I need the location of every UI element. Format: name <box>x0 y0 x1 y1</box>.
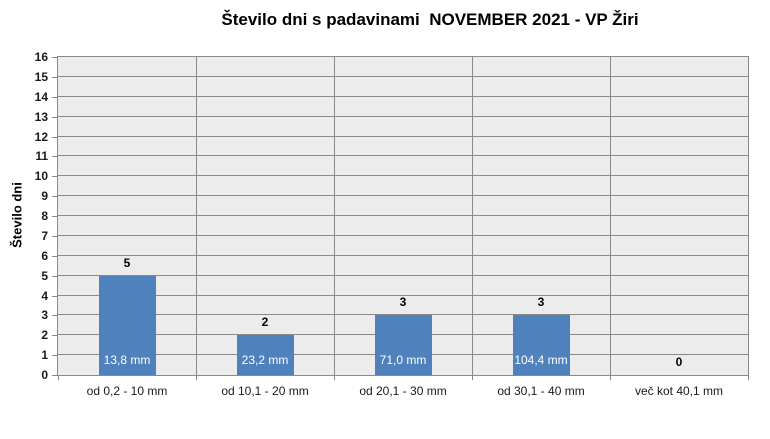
gridline-horizontal <box>58 135 748 137</box>
x-tick-mark <box>748 375 749 380</box>
gridline-horizontal <box>58 195 748 197</box>
y-tick-label: 11 <box>35 149 48 164</box>
y-tick-mark <box>52 295 57 297</box>
x-tick-mark <box>58 375 59 380</box>
bar <box>374 315 432 375</box>
bar-value-label: 3 <box>537 295 545 310</box>
y-tick-mark <box>52 136 57 138</box>
bar-value-label: 5 <box>123 255 131 270</box>
bar <box>512 315 570 375</box>
gridline-horizontal <box>58 234 748 236</box>
x-category-label: od 10,1 - 20 mm <box>221 384 309 398</box>
bar <box>98 275 156 375</box>
y-tick-label: 15 <box>34 69 48 84</box>
y-tick-label: 12 <box>34 129 48 144</box>
y-tick-mark <box>52 116 57 118</box>
y-tick-mark <box>52 315 57 317</box>
x-tick-mark <box>196 375 197 380</box>
bar-value-label: 0 <box>675 355 683 369</box>
gridline-horizontal <box>58 95 748 97</box>
y-tick-mark <box>52 176 57 178</box>
y-tick-label: 6 <box>41 248 48 263</box>
gridline-horizontal <box>58 294 748 296</box>
y-tick-mark <box>52 57 57 58</box>
gridline-horizontal <box>58 254 748 256</box>
y-tick-label: 9 <box>41 189 48 204</box>
chart-title: Število dni s padavinami NOVEMBER 2021 -… <box>221 10 639 29</box>
y-tick-mark <box>52 355 57 357</box>
y-tick-label: 8 <box>41 209 48 223</box>
y-tick-label: 14 <box>34 89 48 104</box>
x-tick-mark <box>472 375 473 380</box>
bar <box>236 335 294 375</box>
y-tick-mark <box>52 196 57 198</box>
x-category-label: več kot 40,1 mm <box>634 384 724 398</box>
y-tick-mark <box>52 275 57 277</box>
bar-inside-label: 104,4 mm <box>514 353 568 367</box>
y-tick-mark <box>52 76 57 78</box>
gridline-horizontal <box>58 274 748 276</box>
x-category-label: od 0,2 - 10 mm <box>86 384 168 398</box>
plot-area: 5 13,8 mm 2 23,2 mm 3 71,0 mm 3 104,4 mm 0 <box>57 56 749 376</box>
x-tick-mark <box>334 375 335 380</box>
y-tick-mark <box>52 156 57 158</box>
gridline-horizontal <box>58 115 748 117</box>
y-tick-mark <box>52 235 57 237</box>
y-tick-label: 0 <box>41 368 48 382</box>
x-tick-mark <box>610 375 611 380</box>
gridline-horizontal <box>58 155 748 157</box>
gridline-vertical <box>472 57 473 375</box>
y-tick-mark <box>52 375 57 376</box>
y-tick-label: 16 <box>34 50 48 64</box>
gridline-horizontal <box>58 75 748 77</box>
gridline-vertical <box>334 57 335 375</box>
y-tick-label: 3 <box>41 308 48 323</box>
x-category-label: od 30,1 - 40 mm <box>497 384 585 398</box>
y-tick-label: 2 <box>41 328 48 343</box>
gridline-vertical <box>196 57 197 375</box>
y-tick-label: 4 <box>41 288 48 303</box>
y-tick-label: 13 <box>34 109 48 124</box>
bar-value-label: 3 <box>399 295 407 310</box>
y-tick-label: 7 <box>41 228 48 243</box>
bar-inside-label: 23,2 mm <box>241 353 289 367</box>
y-tick-mark <box>52 335 57 337</box>
gridline-horizontal <box>58 175 748 177</box>
x-category-label: od 20,1 - 30 mm <box>359 384 447 398</box>
y-tick-label: 5 <box>41 268 48 283</box>
y-tick-label: 10 <box>34 169 48 184</box>
y-tick-label: 1 <box>41 348 48 363</box>
bar-inside-label: 71,0 mm <box>379 353 427 367</box>
y-tick-mark <box>52 96 57 98</box>
gridline-horizontal <box>58 215 748 216</box>
y-tick-mark <box>52 216 57 217</box>
gridline-vertical <box>610 57 611 375</box>
gridline-horizontal <box>58 314 748 316</box>
y-tick-mark <box>52 255 57 257</box>
bar-value-label: 2 <box>261 315 269 330</box>
bar-inside-label: 13,8 mm <box>103 353 151 367</box>
